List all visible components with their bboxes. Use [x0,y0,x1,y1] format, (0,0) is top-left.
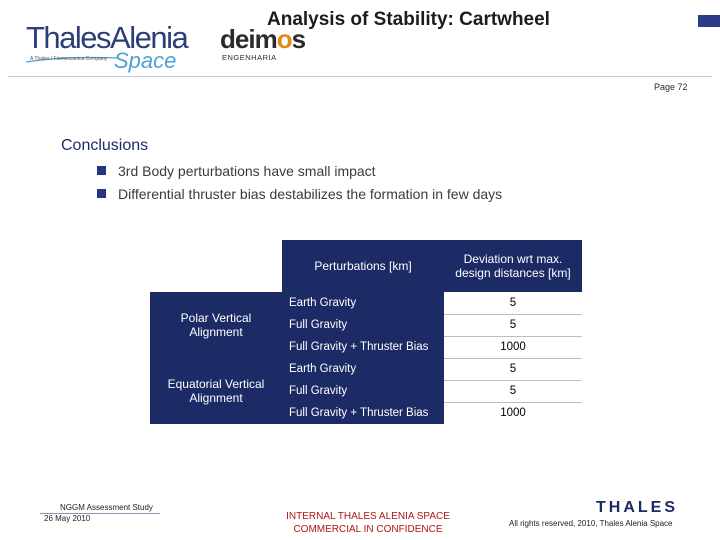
deimos-accent-letter: o [276,24,293,54]
bullet-text: 3rd Body perturbations have small impact [118,163,376,179]
table-row: Full Gravity + Thruster Bias 1000 [282,402,582,424]
deviation-cell: 5 [444,380,582,402]
page-number: Page 72 [654,82,688,92]
deviation-cell: 1000 [444,402,582,424]
logo-space-word: Space [114,48,177,73]
copyright-notice: All rights reserved, 2010, Thales Alenia… [509,519,673,528]
row-divider [444,358,582,359]
bullet-item: Differential thruster bias destabilizes … [97,186,502,202]
table-row: Earth Gravity 5 [282,358,582,380]
slide-title: Analysis of Stability: Cartwheel [267,9,550,30]
deviation-cell: 1000 [444,336,582,358]
classification-line-2: COMMERCIAL IN CONFIDENCE [293,524,443,535]
perturbation-cell: Earth Gravity [282,358,444,380]
row-divider [444,402,582,403]
thales-alenia-space-logo: ThalesAlenia A Thales / Finmeccanica Com… [26,18,191,74]
column-header-perturbations: Perturbations [km] [282,240,444,292]
perturbation-cell: Full Gravity [282,380,444,402]
deimos-subtitle: ENGENHARIA [222,53,277,62]
row-divider [444,314,582,315]
perturbation-cell: Full Gravity [282,314,444,336]
group-label-equatorial: Equatorial Vertical Alignment [150,358,282,424]
footer-document-title: NGGM Assessment Study [60,503,153,512]
section-heading: Conclusions [61,137,149,154]
bullet-square-icon [97,189,106,198]
bullet-text: Differential thruster bias destabilizes … [118,186,503,202]
footer-divider [40,513,160,514]
deimos-wordmark: deimos [220,24,306,54]
column-header-deviation: Deviation wrt max. design distances [km] [444,240,582,292]
deviation-cell: 5 [444,292,582,314]
deviation-cell: 5 [444,314,582,336]
classification-notice: INTERNAL THALES ALENIA SPACE COMMERCIAL … [268,510,468,536]
perturbation-cell: Full Gravity + Thruster Bias [282,402,444,424]
table-row: Earth Gravity 5 [282,292,582,314]
row-divider [444,336,582,337]
table-row: Full Gravity 5 [282,380,582,402]
table-row: Full Gravity 5 [282,314,582,336]
thales-logo: THALES [596,499,678,516]
table-row: Full Gravity + Thruster Bias 1000 [282,336,582,358]
perturbation-cell: Earth Gravity [282,292,444,314]
footer-date: 26 May 2010 [44,514,91,523]
deimos-logo: deimos ENGENHARIA [220,24,310,64]
logo-tagline: A Thales / Finmeccanica Company [30,56,108,62]
classification-line-1: INTERNAL THALES ALENIA SPACE [286,511,450,522]
header-divider [8,76,712,77]
logo-wordmark: ThalesAlenia [26,20,189,55]
group-label-polar: Polar Vertical Alignment [150,292,282,358]
bullet-square-icon [97,166,106,175]
bullet-item: 3rd Body perturbations have small impact [97,163,376,179]
deviation-cell: 5 [444,358,582,380]
perturbation-cell: Full Gravity + Thruster Bias [282,336,444,358]
logo-swoosh-icon [26,56,118,63]
corner-decoration [698,15,720,27]
row-divider [444,380,582,381]
